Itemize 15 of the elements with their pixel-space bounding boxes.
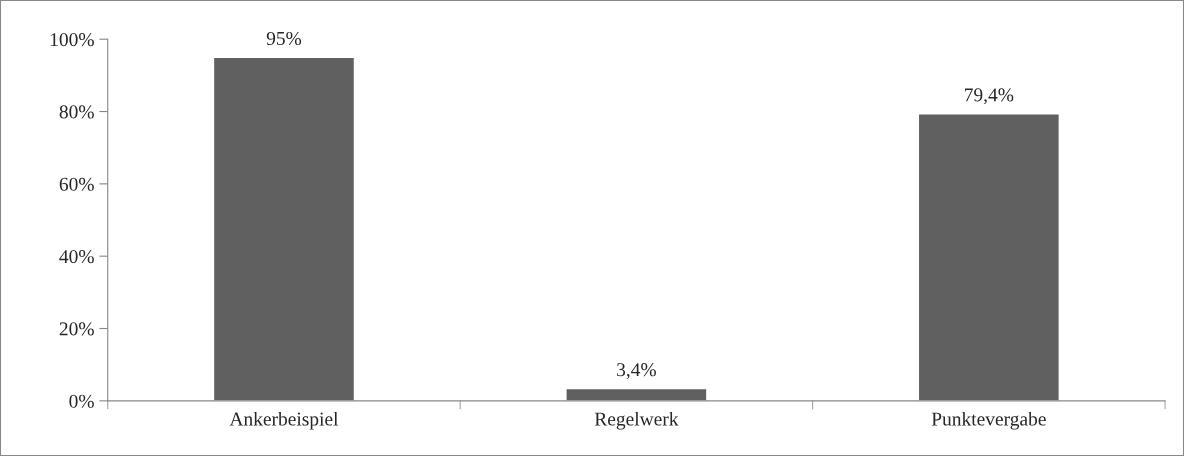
x-tick-label: Punktevergabe <box>931 411 1046 430</box>
x-tick-label: Ankerbeispiel <box>229 411 339 430</box>
y-tick-label: 60% <box>59 177 94 191</box>
data-label: 3,4% <box>617 363 656 380</box>
data-label: 79,4% <box>965 88 1014 105</box>
y-tick-label: 80% <box>59 105 94 119</box>
y-tick-label: 100% <box>50 33 94 47</box>
y-tick-label: 20% <box>59 322 94 336</box>
data-label: 95% <box>266 31 302 46</box>
y-tick-label: 40% <box>59 250 94 264</box>
y-tick-label: 0% <box>69 394 94 408</box>
bar <box>565 387 708 401</box>
bar <box>917 113 1061 401</box>
x-tick-label: Regelwerk <box>594 411 679 430</box>
bar <box>212 56 356 401</box>
